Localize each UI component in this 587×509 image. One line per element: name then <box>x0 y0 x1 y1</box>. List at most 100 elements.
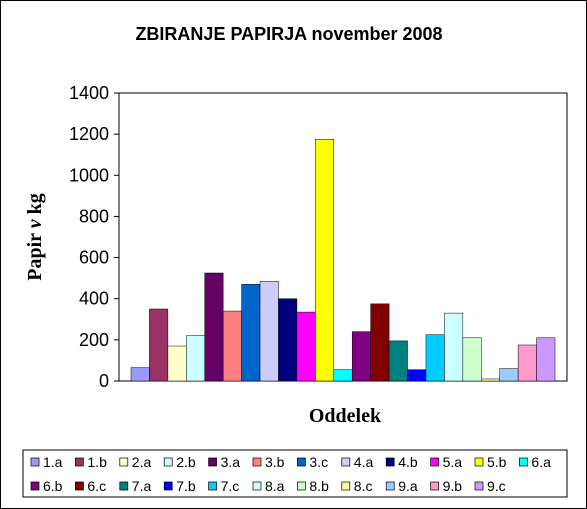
legend-item: 7.c <box>208 478 240 494</box>
legend-swatch <box>474 457 484 467</box>
bar-4-a <box>259 280 279 382</box>
bar-7-c <box>425 334 445 382</box>
legend-label: 9.a <box>398 478 418 494</box>
legend-label: 6.c <box>87 478 106 494</box>
bar-8-c <box>481 378 500 382</box>
legend-label: 5.b <box>487 454 507 470</box>
y-tick-label: 1200 <box>69 124 109 144</box>
legend-label: 5.a <box>443 454 463 470</box>
legend-label: 1.a <box>43 454 63 470</box>
legend-item: 5.a <box>430 454 463 470</box>
bar-7-a <box>388 340 408 382</box>
legend-item: 8.c <box>341 478 373 494</box>
y-tick-label: 1400 <box>69 83 109 103</box>
legend-item: 9.a <box>385 478 418 494</box>
y-tick-label: 800 <box>79 206 109 226</box>
y-axis: 0 200 400 600 800 1000 1200 1400 <box>69 83 119 391</box>
y-tick-label: 400 <box>79 289 109 309</box>
bar-9-c <box>536 337 556 382</box>
legend-label: 8.c <box>354 478 373 494</box>
legend-swatch <box>519 457 528 467</box>
legend-label: 7.c <box>221 478 240 494</box>
bar-6-c <box>370 303 390 382</box>
legend-items: 1.a 1.b 2.a 2.b 3.a 3.b 3.c 4.a 4.b 5.a 5.b 6.a 6.b 6… <box>30 454 551 494</box>
legend-swatch <box>297 457 306 467</box>
legend-label: 9.c <box>487 478 506 494</box>
bar-2-b <box>186 335 205 382</box>
legend-label: 3.b <box>265 454 285 470</box>
bar-1-a <box>130 367 150 382</box>
legend-item: 8.a <box>252 478 285 494</box>
legend-item: 3.c <box>297 454 328 470</box>
legend-label: 6.a <box>531 454 551 470</box>
legend-label: 3.c <box>309 454 328 470</box>
bar-5-a <box>296 311 316 382</box>
legend-swatch <box>385 481 395 491</box>
legend-item: 3.b <box>252 454 285 470</box>
legend-label: 9.b <box>443 478 463 494</box>
legend-label: 4.a <box>354 454 374 470</box>
legend-item: 9.b <box>430 478 463 494</box>
legend-label: 2.b <box>176 454 196 470</box>
legend-item: 6.b <box>30 478 63 494</box>
legend-item: 4.a <box>341 454 374 470</box>
chart-title: ZBIRANJE PAPIRJA november 2008 <box>135 24 442 44</box>
legend-label: 4.b <box>398 454 418 470</box>
legend-swatch <box>208 481 217 491</box>
legend-swatch <box>252 481 262 491</box>
legend-swatch <box>341 481 351 491</box>
legend-swatch <box>252 457 262 467</box>
bar-5-b <box>315 139 335 382</box>
bars <box>130 139 556 382</box>
bar-1-b <box>149 308 169 382</box>
bar-8-b <box>462 337 482 382</box>
legend-item: 6.c <box>75 478 106 494</box>
legend-swatch <box>163 481 173 491</box>
legend-swatch <box>208 457 217 467</box>
legend-swatch <box>430 457 439 467</box>
y-tick-label: 200 <box>79 330 109 350</box>
bar-2-a <box>167 345 187 382</box>
legend-label: 8.a <box>265 478 285 494</box>
legend-item: 2.b <box>163 454 196 470</box>
legend-item: 3.a <box>208 454 241 470</box>
legend-swatch <box>119 481 129 491</box>
bar-3-b <box>222 310 242 382</box>
bar-6-b <box>351 331 371 382</box>
legend-label: 2.a <box>132 454 152 470</box>
legend-swatch <box>30 481 40 491</box>
legend-swatch <box>75 457 84 467</box>
legend-label: 3.a <box>221 454 241 470</box>
x-axis-label: Oddelek <box>309 405 382 427</box>
bar-3-c <box>241 284 261 382</box>
legend-label: 7.a <box>132 478 152 494</box>
legend-swatch <box>119 457 129 467</box>
legend-label: 7.b <box>176 478 196 494</box>
legend-label: 1.b <box>87 454 107 470</box>
bar-9-b <box>517 344 537 382</box>
bar-8-a <box>444 312 464 382</box>
legend-item: 1.b <box>75 454 107 470</box>
legend-swatch <box>297 481 306 491</box>
y-axis-label: Papir v kg <box>24 193 46 280</box>
legend-swatch <box>163 457 173 467</box>
y-tick-label: 0 <box>99 371 109 391</box>
legend-item: 7.a <box>119 478 152 494</box>
legend-item: 5.b <box>474 454 507 470</box>
legend-swatch <box>30 457 40 467</box>
legend-item: 6.a <box>519 454 551 470</box>
legend-swatch <box>341 457 351 467</box>
legend-item: 9.c <box>474 478 506 494</box>
legend-swatch <box>75 481 84 491</box>
legend-swatch <box>385 457 395 467</box>
legend-item: 4.b <box>385 454 418 470</box>
legend-label: 8.b <box>309 478 329 494</box>
y-tick-label: 1000 <box>69 165 109 185</box>
bar-6-a <box>333 369 353 382</box>
bar-9-a <box>499 368 519 382</box>
legend-item: 7.b <box>163 478 196 494</box>
bar-4-b <box>278 298 298 382</box>
bar-7-b <box>407 369 427 382</box>
legend-swatch <box>430 481 439 491</box>
